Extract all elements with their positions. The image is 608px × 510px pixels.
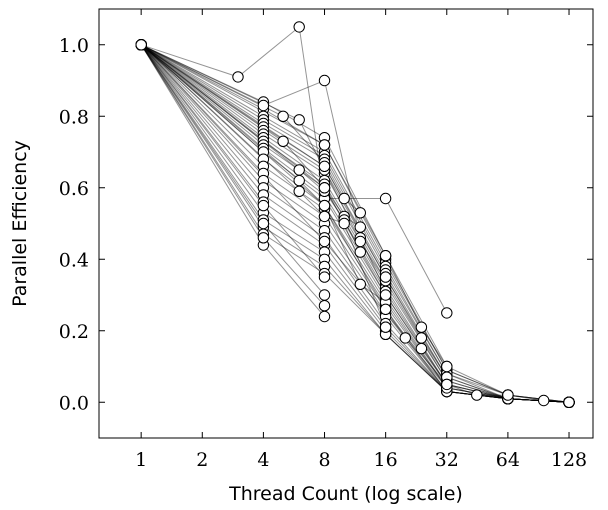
y-tick-label: 0.4 — [59, 249, 89, 271]
data-point-s27-2 — [257, 217, 270, 230]
x-tick-label: 128 — [551, 449, 587, 471]
x-tick-label: 8 — [318, 449, 330, 471]
data-point-s37-5 — [441, 360, 453, 373]
data-point-s37-2 — [318, 139, 331, 151]
y-ticks: 0.0 0.2 0.4 0.6 0.8 1.0 — [59, 35, 593, 414]
x-tick-label: 64 — [496, 449, 520, 471]
data-point-s39-2 — [318, 182, 331, 194]
data-point-s36-5 — [379, 321, 392, 333]
data-point-s31-5 — [354, 207, 366, 219]
data-point-s41-4 — [471, 389, 483, 401]
data-point-s40-3 — [379, 303, 392, 315]
data-point-s26-3 — [318, 300, 331, 312]
data-point-s36-2 — [293, 185, 305, 198]
data-point-s36-3 — [318, 210, 331, 223]
x-tick-label: 32 — [435, 449, 459, 471]
data-point-s36-4 — [338, 217, 350, 230]
data-point-s28-2 — [257, 199, 270, 212]
x-tick-label: 16 — [374, 449, 398, 471]
y-tick-label: 0.8 — [59, 106, 89, 128]
data-point-s28-3 — [318, 271, 331, 283]
data-point-s37-3 — [379, 250, 392, 262]
data-point-s41-6 — [538, 394, 550, 407]
data-point-s29-2 — [232, 71, 244, 83]
data-point-s38-2 — [318, 160, 331, 173]
data-point-s33-2 — [277, 135, 289, 148]
data-point-s32-4 — [354, 235, 366, 248]
x-tick-label: 1 — [135, 449, 147, 471]
data-point-s35-4 — [354, 278, 366, 290]
data-point-s39-4 — [415, 342, 428, 355]
plot-frame — [98, 8, 594, 439]
data-point-s38-3 — [379, 271, 392, 283]
data-point-s29-3 — [293, 21, 305, 33]
data-point-s27-3 — [318, 289, 331, 301]
data-point-s32-2 — [293, 114, 305, 126]
data-point-s29-5 — [379, 192, 392, 205]
data-point-s34-2 — [293, 164, 305, 176]
data-point-s37-4 — [415, 321, 428, 333]
data-point-s40-2 — [318, 199, 331, 212]
data-point-s34-5 — [354, 246, 366, 258]
x-tick-label: 2 — [196, 449, 208, 471]
y-tick-label: 1.0 — [59, 35, 89, 57]
data-point-s25-3 — [318, 310, 331, 323]
data-point-s39-3 — [379, 289, 392, 301]
data-point-s41-3 — [441, 378, 453, 391]
y-axis-title: Parallel Efficiency — [9, 140, 31, 307]
x-tick-label: 4 — [257, 449, 269, 471]
series-line-29 — [141, 25, 448, 314]
data-point-s40-4 — [399, 332, 411, 344]
data-point-s33-5 — [354, 221, 366, 233]
data-point-s41-2 — [318, 235, 331, 248]
data-point-s31-4 — [338, 192, 350, 205]
data-point-s41-1 — [135, 39, 147, 51]
data-point-s31-2 — [277, 110, 289, 123]
y-tick-label: 0.6 — [59, 178, 89, 200]
data-points — [135, 21, 575, 408]
data-point-s29-6 — [441, 307, 453, 319]
y-tick-label: 0.2 — [59, 321, 89, 343]
x-ticks: 1 2 4 8 16 32 64 128 — [135, 9, 587, 471]
data-point-s26-2 — [257, 232, 270, 244]
x-axis-title: Thread Count (log scale) — [228, 483, 463, 505]
y-tick-label: 0.0 — [59, 392, 89, 414]
data-point-s30-2 — [257, 99, 270, 112]
data-point-s41-7 — [563, 396, 575, 408]
data-point-s41-5 — [502, 389, 514, 401]
data-point-s35-2 — [293, 174, 305, 187]
data-point-s38-4 — [415, 332, 428, 344]
data-point-s30-3 — [318, 74, 331, 87]
